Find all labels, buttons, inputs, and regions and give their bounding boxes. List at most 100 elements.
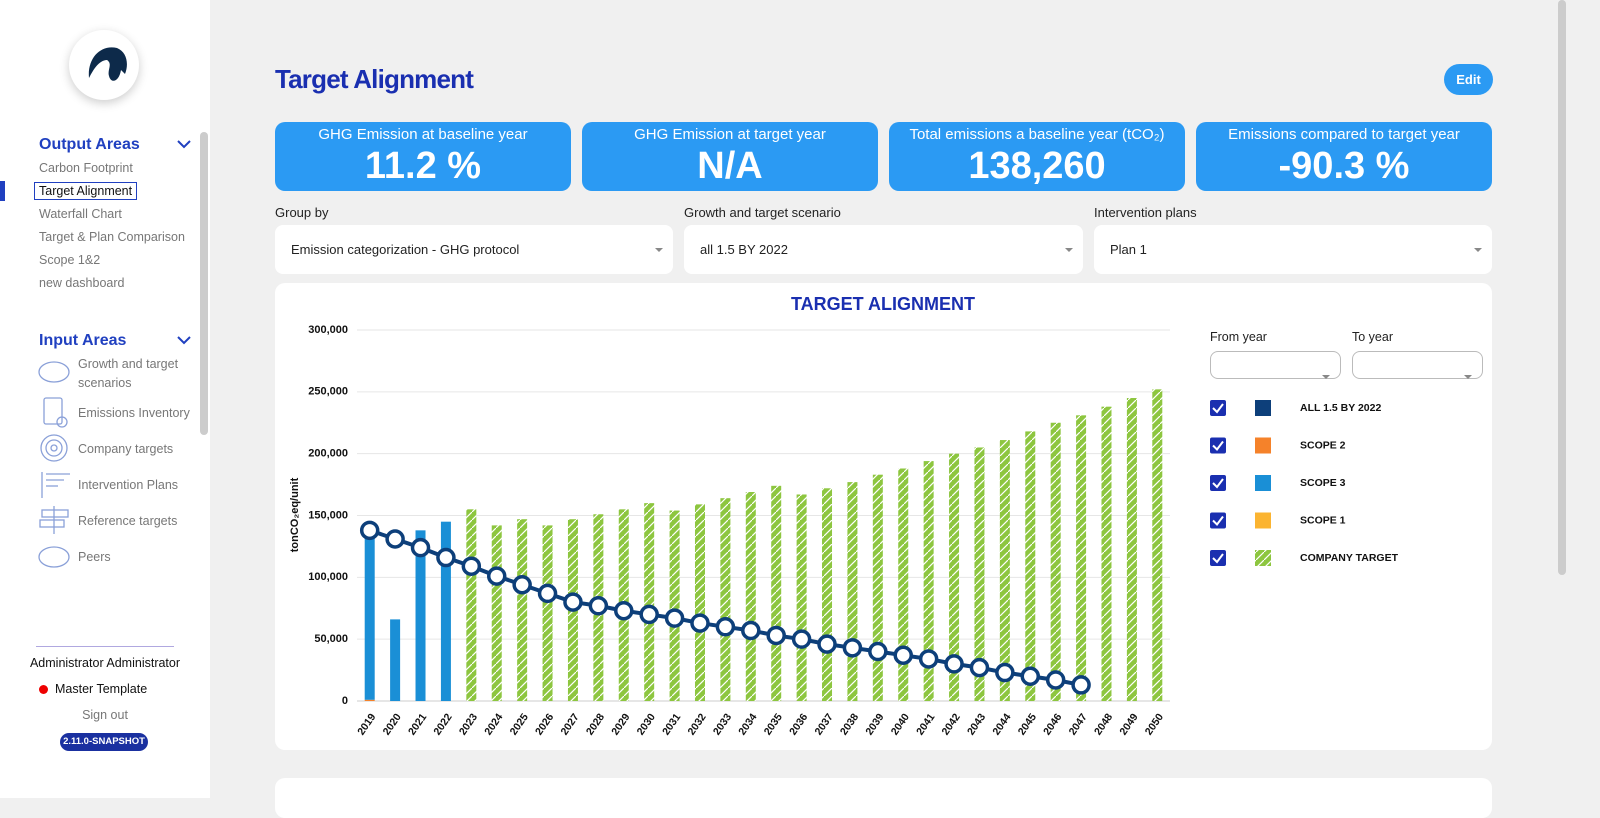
kpi-label: Emissions compared to target year [1228, 126, 1460, 143]
active-marker [0, 181, 5, 201]
legend-swatch [1255, 400, 1271, 416]
kpi-card: GHG Emission at target year N/A [582, 122, 878, 191]
select[interactable] [1210, 351, 1341, 379]
legend-item[interactable]: ALL 1.5 BY 2022 [1210, 400, 1381, 416]
select[interactable]: Emission categorization - GHG protocol [275, 225, 673, 274]
nav-item[interactable]: Intervention Plans [78, 478, 179, 492]
sidebar: Output Areas Carbon Footprint Target Ali… [0, 0, 210, 798]
filter-label: Intervention plans [1094, 205, 1197, 220]
nav-icons [38, 361, 70, 568]
x-tick-label: 2046 [1041, 711, 1064, 737]
kpi-label: GHG Emission at baseline year [318, 126, 528, 143]
sign-out[interactable]: Sign out [82, 708, 128, 722]
point [1071, 675, 1091, 695]
check-mark [1212, 403, 1224, 414]
nav-item[interactable]: Peers [78, 550, 111, 564]
bar [796, 494, 807, 701]
bar [1050, 422, 1061, 701]
bar [1101, 406, 1112, 701]
kpi-label: Total emissions a baseline year (tCO₂) [909, 126, 1165, 143]
x-tick-label: 2036 [787, 711, 810, 737]
bar [1126, 398, 1137, 701]
nav-item[interactable]: Emissions Inventory [78, 406, 190, 420]
version-badge: 2.11.0-SNAPSHOT [60, 733, 148, 751]
legend-swatch [1255, 437, 1271, 454]
y-tick-label: 200,000 [308, 448, 348, 460]
scrollbar[interactable] [200, 132, 208, 435]
nav-item[interactable]: Reference targets [78, 514, 178, 528]
x-tick-label: 2033 [711, 711, 734, 737]
nav-item[interactable]: Growth and target scenarios [78, 357, 179, 390]
x-tick-label: 2047 [1067, 711, 1090, 737]
point [410, 537, 431, 558]
legend-item[interactable]: SCOPE 1 [1210, 512, 1346, 529]
x-tick-label: 2044 [990, 711, 1013, 737]
bar [694, 504, 705, 701]
edit-button[interactable]: Edit [1444, 64, 1493, 95]
point [791, 629, 812, 649]
legend-checkbox [1210, 550, 1226, 566]
bar [364, 531, 375, 700]
bar [491, 525, 502, 701]
nav-item[interactable]: Waterfall Chart [39, 207, 122, 221]
nav-item[interactable]: Company targets [78, 442, 174, 456]
point [1045, 670, 1066, 690]
section-title[interactable]: Input Areas [39, 332, 127, 349]
point [486, 566, 507, 586]
bar [669, 510, 680, 701]
select[interactable]: Plan 1 [1094, 225, 1492, 274]
nav-item-active[interactable]: Target Alignment [34, 182, 138, 200]
nav-item[interactable]: Scope 1&2 [39, 253, 101, 267]
chevron[interactable] [176, 138, 192, 150]
bar [923, 461, 934, 701]
x-tick-label: 2023 [457, 711, 480, 737]
bar [644, 503, 655, 701]
x-tick-label: 2048 [1092, 711, 1115, 737]
kpi-value: 138,260 [968, 145, 1106, 187]
point [512, 575, 532, 595]
x-tick-label: 2022 [431, 711, 454, 737]
nav-item[interactable]: new dashboard [39, 276, 125, 290]
nav-item[interactable]: Target & Plan Comparison [39, 230, 185, 244]
legend-label: SCOPE 2 [1300, 439, 1346, 451]
point [664, 608, 685, 628]
check-mark [1212, 440, 1224, 452]
kpi-card: Total emissions a baseline year (tCO₂) 13… [889, 122, 1185, 191]
point [537, 583, 558, 604]
bar [949, 453, 960, 701]
bar [847, 482, 858, 701]
page-title: Target Alignment [275, 64, 474, 94]
y-axis-label: tonCO₂eq/unit [289, 477, 301, 552]
check-mark [1212, 515, 1224, 527]
template[interactable]: Master Template [55, 682, 148, 696]
bar [466, 509, 477, 701]
point [690, 613, 710, 633]
chevron[interactable] [176, 334, 192, 346]
bar [542, 525, 553, 701]
legend-item[interactable]: COMPANY TARGET [1210, 550, 1399, 566]
point [868, 641, 888, 662]
select[interactable] [1352, 351, 1483, 379]
kpi-card: GHG Emission at baseline year 11.2 % [275, 122, 571, 191]
x-tick-label: 2029 [609, 711, 632, 737]
x-tick-label: 2040 [889, 711, 912, 737]
x-tick-label: 2032 [685, 711, 708, 737]
x-tick-label: 2043 [965, 711, 988, 737]
kpi-value: 11.2 % [364, 145, 482, 187]
y-tick-label: 0 [342, 695, 348, 707]
check-mark [1212, 478, 1224, 489]
bar [440, 521, 451, 701]
logo[interactable] [69, 30, 139, 100]
x-tick-label: 2049 [1117, 711, 1140, 737]
legend-item[interactable]: SCOPE 3 [1210, 475, 1346, 491]
nav-item[interactable]: Carbon Footprint [39, 161, 133, 175]
scrollbar[interactable] [1558, 0, 1566, 575]
legend-item[interactable]: SCOPE 2 [1210, 437, 1346, 454]
legend-label: ALL 1.5 BY 2022 [1300, 402, 1381, 414]
point [893, 645, 913, 665]
select[interactable]: all 1.5 BY 2022 [684, 225, 1083, 274]
x-tick-label: 2038 [838, 711, 861, 737]
x-tick-label: 2050 [1143, 711, 1166, 737]
section-title[interactable]: Output Areas [39, 136, 140, 153]
x-tick-label: 2042 [940, 711, 963, 737]
